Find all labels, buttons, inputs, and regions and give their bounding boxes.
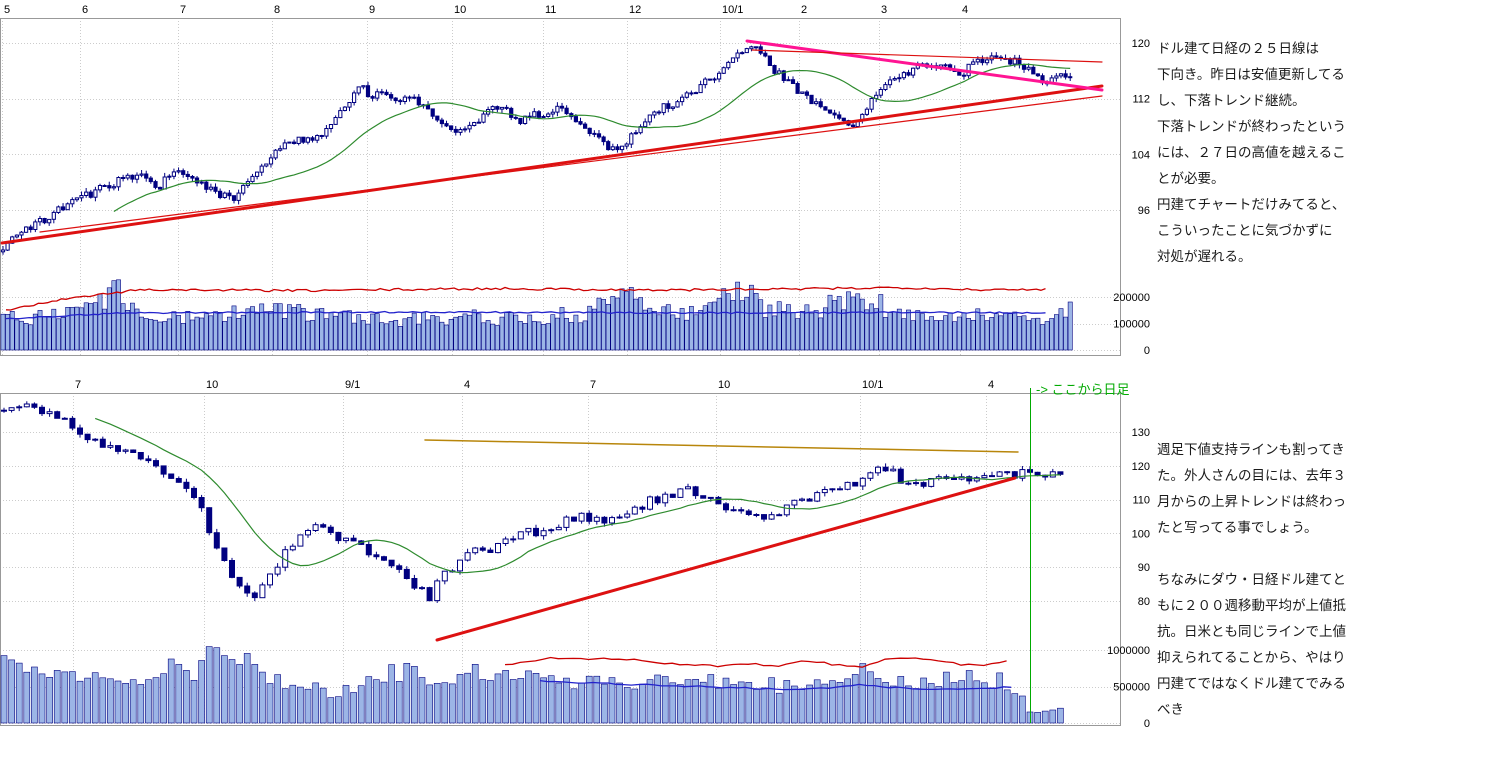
plot-border — [0, 393, 1121, 726]
candlesticks — [0, 43, 1073, 255]
svg-text:4: 4 — [988, 379, 994, 391]
weekly-note: 週足下値支持ラインも割ってき た。外人さんの目には、去年３ 月からの上昇トレンド… — [1157, 437, 1491, 723]
daily-start-marker-label: -> ここから日足 — [1036, 382, 1130, 397]
svg-text:7: 7 — [180, 4, 186, 16]
note-line: 円建てではなくドル建てでみる — [1157, 676, 1346, 691]
daily-chart-svg: 5 6 7 8 9 10 11 12 10/1 2 3 4 120 112 104 96 200000 10000… — [0, 4, 1150, 357]
weekly-chart[interactable]: 7 10 9/1 4 7 10 10/1 4 130 120 110 100 90 80 1000000 50… — [0, 375, 1155, 737]
moving-average-line — [113, 63, 1071, 213]
svg-text:10: 10 — [206, 379, 218, 391]
volume-ma-red-line — [5, 286, 1046, 311]
trendline — [751, 49, 1103, 63]
svg-text:110: 110 — [1132, 495, 1150, 507]
svg-text:90: 90 — [1138, 562, 1150, 574]
svg-text:100000: 100000 — [1113, 319, 1150, 331]
svg-text:112: 112 — [1132, 94, 1150, 106]
note-line: 抑えられてることから、やはり — [1157, 650, 1346, 665]
svg-text:120: 120 — [1132, 461, 1150, 473]
volume-ma-blue-line — [5, 310, 1046, 320]
svg-text:12: 12 — [629, 4, 641, 16]
note-line: ドル建て日経の２５日線は — [1157, 41, 1319, 56]
plot-border — [0, 18, 1121, 356]
svg-text:200000: 200000 — [1113, 292, 1150, 304]
note-line: ちなみにダウ・日経ドル建てと — [1157, 572, 1346, 587]
daily-note: ドル建て日経の２５日線は 下向き。昨日は安値更新してる し、下落トレンド継続。 … — [1157, 36, 1491, 270]
note-line: とが必要。 — [1157, 171, 1225, 186]
note-line: もに２００週移動平均が上値抵 — [1157, 598, 1346, 613]
svg-text:3: 3 — [881, 4, 887, 16]
svg-text:4: 4 — [464, 379, 470, 391]
svg-text:1000000: 1000000 — [1107, 645, 1150, 657]
note-line — [1157, 541, 1491, 567]
svg-text:120: 120 — [1132, 38, 1150, 50]
svg-text:4: 4 — [962, 4, 968, 16]
svg-text:96: 96 — [1138, 205, 1150, 217]
note-line: 週足下値支持ラインも割ってき — [1157, 442, 1345, 457]
note-line: 下落トレンドが終わったという — [1157, 119, 1346, 134]
trendline — [0, 84, 1104, 245]
svg-text:80: 80 — [1138, 596, 1150, 608]
note-line: 月からの上昇トレンドは終わっ — [1157, 494, 1346, 509]
note-line: 下向き。昨日は安値更新してる — [1157, 67, 1345, 82]
svg-text:5: 5 — [4, 4, 10, 16]
svg-text:0: 0 — [1144, 345, 1150, 357]
note-line: 円建てチャートだけみてると、 — [1157, 197, 1346, 212]
daily-chart[interactable]: 5 6 7 8 9 10 11 12 10/1 2 3 4 120 112 104 96 200000 10000… — [0, 0, 1155, 362]
note-line: べき — [1157, 702, 1184, 717]
axis-labels: 7 10 9/1 4 7 10 10/1 4 130 120 110 100 90 80 1000000 50… — [75, 379, 1150, 730]
trendline — [435, 476, 1017, 642]
note-line: たと写ってる事でしょう。 — [1157, 520, 1318, 535]
gridlines — [0, 18, 1120, 355]
note-line: こういったことに気づかずに — [1157, 223, 1333, 238]
volume-ma-blue-line — [539, 679, 1012, 691]
note-line: 抗。日米とも同じラインで上値 — [1157, 624, 1346, 639]
svg-text:500000: 500000 — [1113, 682, 1150, 694]
svg-text:130: 130 — [1132, 427, 1150, 439]
svg-text:100: 100 — [1132, 528, 1150, 540]
svg-text:10: 10 — [718, 379, 730, 391]
volume-ma-red-line — [504, 656, 1007, 668]
svg-text:7: 7 — [75, 379, 81, 391]
svg-text:9/1: 9/1 — [345, 379, 360, 391]
svg-text:6: 6 — [82, 4, 88, 16]
svg-text:10/1: 10/1 — [862, 379, 883, 391]
volume-bars — [0, 646, 1064, 724]
svg-text:9: 9 — [369, 4, 375, 16]
weekly-chart-svg: 7 10 9/1 4 7 10 10/1 4 130 120 110 100 90 80 1000000 50… — [0, 379, 1150, 730]
trendline — [39, 95, 1103, 233]
svg-text:2: 2 — [801, 4, 807, 16]
note-line: し、下落トレンド継続。 — [1157, 93, 1306, 108]
trendline — [424, 439, 1019, 453]
volume-bars — [0, 279, 1073, 351]
note-line: には、２７日の高値を越えるこ — [1157, 145, 1346, 160]
candlesticks — [1, 401, 1064, 603]
svg-text:7: 7 — [590, 379, 596, 391]
axis-labels: 5 6 7 8 9 10 11 12 10/1 2 3 4 120 112 104 96 200000 10000… — [4, 4, 1150, 357]
svg-text:0: 0 — [1144, 718, 1150, 730]
svg-text:11: 11 — [545, 4, 556, 16]
note-line: 対処が遅れる。 — [1157, 249, 1252, 264]
trendline — [745, 39, 1104, 92]
svg-text:10: 10 — [454, 4, 466, 16]
moving-average-line — [94, 417, 1061, 574]
svg-text:104: 104 — [1132, 149, 1150, 161]
svg-text:8: 8 — [274, 4, 280, 16]
note-line: た。外人さんの目には、去年３ — [1157, 468, 1346, 483]
svg-text:10/1: 10/1 — [722, 4, 743, 16]
